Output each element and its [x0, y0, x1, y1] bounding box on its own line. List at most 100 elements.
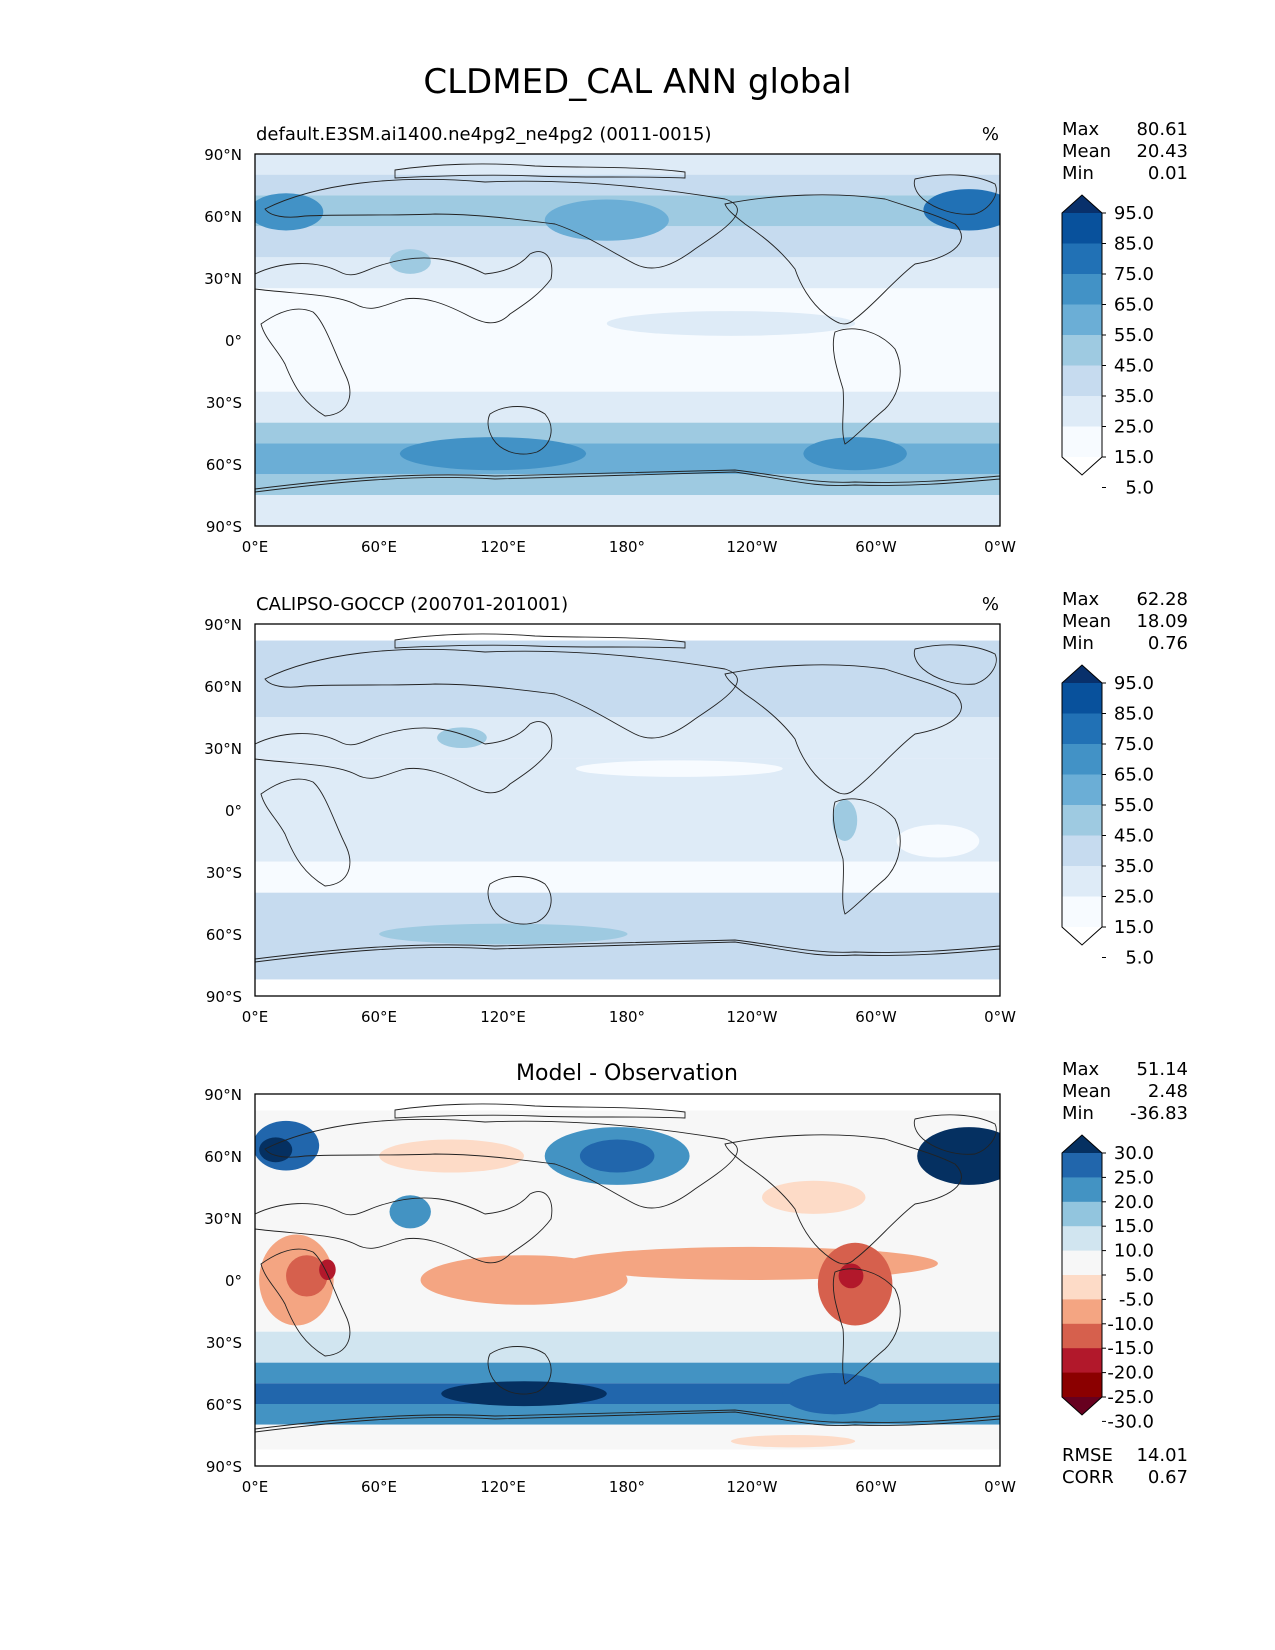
- stat-label: Max: [1062, 1059, 1100, 1080]
- colorbar-swatch: [1062, 1348, 1102, 1374]
- colorbar-tick-label: 30.0: [1114, 1143, 1154, 1164]
- colorbar-tick-label: 35.0: [1114, 386, 1154, 407]
- colorbar-swatch: [1062, 426, 1102, 458]
- colorbar-tick-label: 15.0: [1114, 1216, 1154, 1237]
- colorbar-swatch: [1062, 274, 1102, 305]
- panel-units: %: [982, 124, 999, 145]
- stat-value: -36.83: [1130, 1103, 1188, 1124]
- field-contour: [803, 437, 907, 471]
- lon-tick-label: 60°E: [361, 1478, 397, 1496]
- stat-value: 80.61: [1136, 119, 1188, 140]
- colorbar-swatch: [1062, 805, 1102, 836]
- colorbar-swatch: [1062, 335, 1102, 366]
- map-field: [255, 154, 1000, 526]
- field-band: [255, 892, 1000, 980]
- stat-value: 62.28: [1136, 589, 1188, 610]
- panel-difference: Model - Observation 90°N 60°N 30°N 0° 30…: [204, 1059, 1188, 1496]
- lon-tick-label: 60°E: [361, 538, 397, 556]
- colorbar: 95.0 85.0 75.0 65.0 55.0 45.0 35.0 25.0 15.0 5.0: [1061, 664, 1154, 969]
- stat-value: 0.01: [1148, 163, 1188, 184]
- map-field: [255, 1094, 1000, 1466]
- field-contour: [286, 1255, 328, 1297]
- stats-block: Max 80.61 Mean 20.43 Min 0.01: [1062, 119, 1188, 184]
- lon-tick-label: 120°W: [727, 1008, 778, 1026]
- lat-tick-label: 0°: [225, 332, 242, 350]
- lon-tick-label: 60°W: [855, 1478, 897, 1496]
- lon-tick-label: 60°W: [855, 1008, 897, 1026]
- lat-axis: 90°N 60°N 30°N 0° 30°S 60°S 90°S: [204, 146, 242, 536]
- colorbar-tick-label: 75.0: [1114, 264, 1154, 285]
- metric-label: CORR: [1062, 1467, 1114, 1488]
- colorbar-tick-label: 45.0: [1114, 826, 1154, 847]
- field-contour: [255, 193, 324, 231]
- field-band: [255, 391, 1000, 423]
- colorbar: 30.0 25.0 20.0 15.0 10.0 5.0 -5.0 -10.0 -15.0 -20…: [1061, 1134, 1154, 1432]
- lat-tick-label: 90°S: [206, 518, 242, 536]
- colorbar-extend-min: [1062, 1397, 1102, 1415]
- map-field: [255, 624, 1000, 996]
- field-band: [255, 1424, 1000, 1450]
- field-band: [255, 495, 1000, 526]
- field-band: [255, 257, 1000, 289]
- field-band: [255, 154, 1000, 175]
- colorbar-swatch: [1062, 213, 1102, 244]
- field-band: [255, 1404, 1000, 1425]
- colorbar-tick-label: 15.0: [1114, 917, 1154, 938]
- colorbar-tick-label: 85.0: [1114, 704, 1154, 725]
- colorbar-extend-min: [1062, 457, 1102, 475]
- lon-tick-label: 0°E: [242, 538, 269, 556]
- lat-axis: 90°N 60°N 30°N 0° 30°S 60°S 90°S: [204, 1086, 242, 1476]
- field-band: [255, 717, 1000, 759]
- lat-tick-label: 60°S: [206, 1396, 242, 1414]
- lat-tick-label: 30°S: [206, 864, 242, 882]
- field-contour: [730, 1435, 856, 1448]
- colorbar-extend-min: [1062, 927, 1102, 945]
- colorbar-extend-max: [1062, 195, 1102, 213]
- lon-tick-label: 180°: [609, 538, 645, 556]
- colorbar-tick-label: 55.0: [1114, 325, 1154, 346]
- colorbar-swatch: [1062, 1153, 1102, 1178]
- colorbar-tick-label: 95.0: [1114, 673, 1154, 694]
- lon-tick-label: 60°E: [361, 1008, 397, 1026]
- colorbar-tick-label: 5.0: [1125, 948, 1154, 969]
- metrics-block: RMSE 14.01 CORR 0.67: [1062, 1445, 1188, 1488]
- lon-tick-label: 120°E: [480, 1008, 526, 1026]
- map-frame: [254, 623, 1001, 997]
- lat-tick-label: 60°N: [204, 208, 242, 226]
- lon-tick-label: 120°W: [727, 538, 778, 556]
- lon-axis: 0°E 60°E 120°E 180° 120°W 60°W 0°W: [242, 538, 1016, 556]
- stats-block: Max 62.28 Mean 18.09 Min 0.76: [1062, 589, 1188, 654]
- stat-label: Mean: [1062, 141, 1111, 162]
- field-band: [255, 861, 1000, 893]
- field-contour: [575, 760, 783, 777]
- colorbar-tick-label: 15.0: [1114, 447, 1154, 468]
- field-band: [255, 624, 1000, 641]
- colorbar-tick-label: -30.0: [1107, 1411, 1154, 1432]
- stat-label: Min: [1062, 633, 1094, 654]
- panel-units: %: [982, 594, 999, 615]
- field-band: [255, 1449, 1000, 1466]
- field-band: [255, 174, 1000, 196]
- lat-tick-label: 30°S: [206, 394, 242, 412]
- field-contour: [319, 1259, 336, 1280]
- colorbar-swatch: [1062, 1299, 1102, 1325]
- field-contour: [379, 923, 628, 945]
- lat-tick-label: 60°S: [206, 926, 242, 944]
- lat-tick-label: 30°N: [204, 270, 242, 288]
- colorbar-tick-label: 5.0: [1125, 1265, 1154, 1286]
- stat-label: Max: [1062, 119, 1100, 140]
- field-band: [255, 1094, 1000, 1111]
- field-contour: [259, 1137, 293, 1163]
- field-contour: [389, 249, 431, 274]
- colorbar-tick-label: 65.0: [1114, 295, 1154, 316]
- colorbar-tick-label: 55.0: [1114, 795, 1154, 816]
- lon-tick-label: 0°E: [242, 1478, 269, 1496]
- lat-tick-label: 90°N: [204, 1086, 242, 1104]
- colorbar-swatch: [1062, 683, 1102, 714]
- lat-tick-label: 60°N: [204, 1148, 242, 1166]
- lat-axis: 90°N 60°N 30°N 0° 30°S 60°S 90°S: [204, 616, 242, 1006]
- panel-model: default.E3SM.ai1400.ne4pg2_ne4pg2 (0011-…: [204, 119, 1188, 556]
- stat-label: Min: [1062, 163, 1094, 184]
- panel-title: CALIPSO-GOCCP (200701-201001): [256, 594, 568, 615]
